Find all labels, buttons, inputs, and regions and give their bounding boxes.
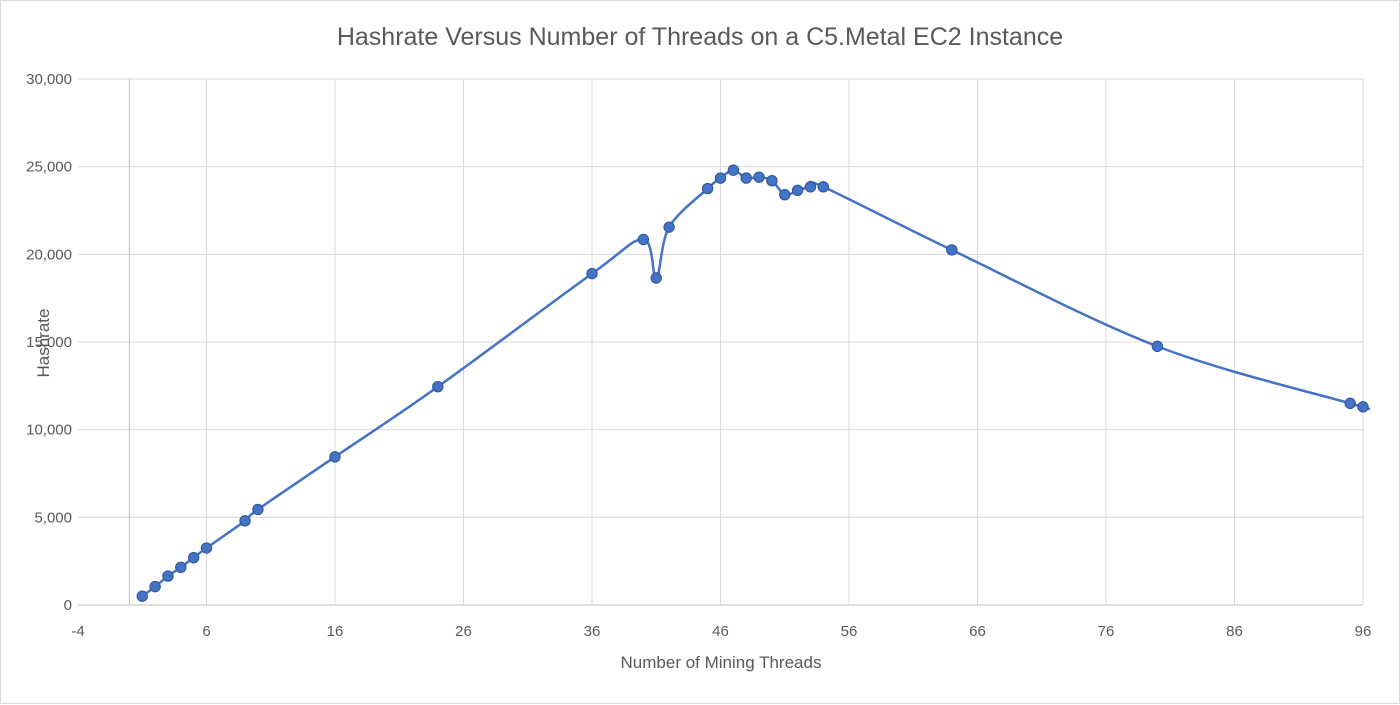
x-tick-label: 26 xyxy=(455,623,472,640)
data-point xyxy=(1357,401,1369,413)
data-point xyxy=(637,233,650,246)
data-point xyxy=(187,551,200,564)
data-point xyxy=(766,174,778,187)
data-point xyxy=(200,542,213,554)
x-tick-label: 56 xyxy=(841,623,858,640)
y-tick-label: 20,000 xyxy=(26,246,72,263)
data-point xyxy=(779,189,791,201)
y-tick-label: 15,000 xyxy=(26,334,72,351)
x-tick-label: 76 xyxy=(1098,623,1115,640)
data-point xyxy=(1344,397,1356,410)
data-point xyxy=(432,381,444,393)
data-point xyxy=(740,172,752,184)
data-point xyxy=(701,182,714,195)
data-point xyxy=(136,590,148,602)
series-line xyxy=(141,168,1370,598)
x-tick-label: 16 xyxy=(327,623,344,640)
data-point xyxy=(804,181,817,193)
y-tick-label: 5,000 xyxy=(34,509,72,526)
data-point xyxy=(663,221,675,233)
data-point xyxy=(239,515,251,527)
data-point xyxy=(149,580,161,593)
y-axis-label: Hashrate xyxy=(34,309,53,378)
data-point xyxy=(714,172,727,184)
data-point xyxy=(162,570,174,582)
x-tick-label: 6 xyxy=(202,623,210,640)
data-point xyxy=(586,267,598,280)
data-point xyxy=(650,272,662,284)
x-tick-label: -4 xyxy=(71,623,84,640)
x-tick-label: 46 xyxy=(712,623,729,640)
data-point xyxy=(329,451,341,463)
chart-title: Hashrate Versus Number of Threads on a C… xyxy=(337,23,1063,51)
data-point xyxy=(946,244,958,256)
data-point xyxy=(727,164,740,176)
data-point xyxy=(1151,340,1164,353)
data-point xyxy=(791,184,804,197)
x-tick-label: 36 xyxy=(584,623,601,640)
data-point xyxy=(817,181,829,193)
y-tick-label: 25,000 xyxy=(26,159,72,176)
data-point xyxy=(753,171,765,183)
x-axis-label: Number of Mining Threads xyxy=(621,653,822,672)
y-tick-label: 10,000 xyxy=(26,422,72,439)
y-tick-label: 30,000 xyxy=(26,71,72,88)
data-point xyxy=(175,561,187,574)
y-tick-label: 0 xyxy=(64,597,72,614)
data-point xyxy=(252,503,264,516)
x-tick-label: 86 xyxy=(1226,623,1243,640)
x-tick-label: 96 xyxy=(1355,623,1372,640)
x-tick-label: 66 xyxy=(969,623,986,640)
